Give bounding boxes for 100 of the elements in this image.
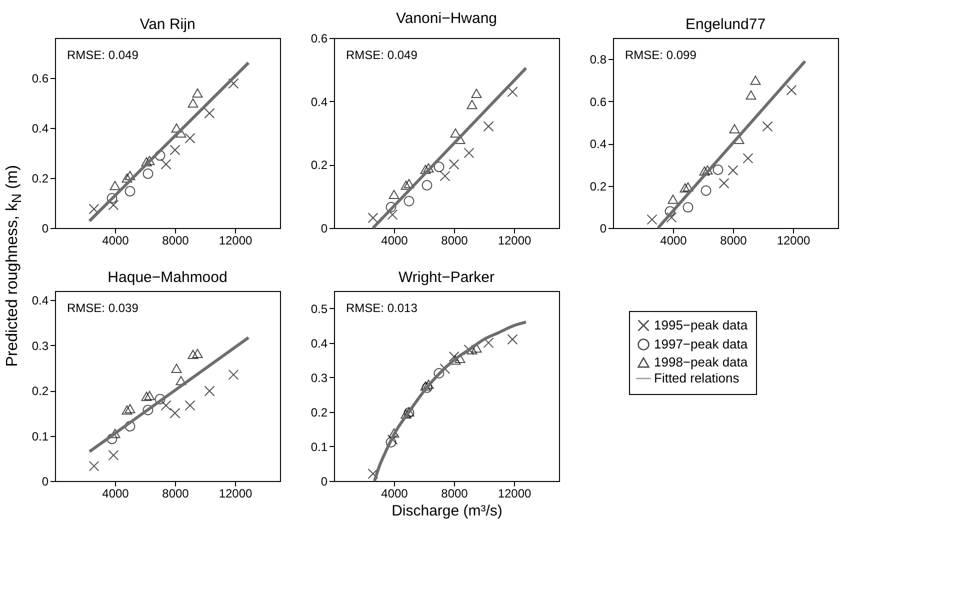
y-tick-label: 0: [321, 474, 328, 488]
point: [368, 468, 378, 479]
x-tick-label: 12000: [498, 234, 532, 248]
x-tick-label: 4000: [660, 234, 688, 248]
point: [507, 86, 518, 98]
point: [171, 364, 182, 373]
chart-title: Haque−Mahmood: [108, 269, 228, 286]
chart-title: Vanoni−Hwang: [396, 10, 498, 27]
chart-title: Van Rijn: [140, 16, 196, 33]
point: [192, 88, 203, 98]
point: [122, 405, 132, 415]
x-tick-label: 4000: [381, 486, 408, 500]
point: [204, 108, 215, 118]
point: [483, 338, 494, 348]
annotation: RMSE: 0.099: [625, 48, 697, 62]
point: [122, 173, 132, 183]
point: [400, 409, 412, 419]
point: [170, 144, 180, 156]
point: [400, 180, 412, 190]
point: [646, 214, 658, 225]
point: [404, 179, 414, 188]
point: [750, 76, 761, 85]
point: [141, 157, 152, 166]
y-tick-label: 0: [42, 474, 49, 488]
point: [387, 209, 398, 220]
point: [184, 400, 196, 411]
point: [668, 194, 678, 204]
point: [471, 88, 482, 98]
point: [228, 369, 239, 380]
point: [154, 394, 166, 404]
y-tick-label: 0: [600, 222, 607, 236]
y-tick-label: 0: [321, 222, 328, 236]
point: [176, 376, 186, 386]
y-tick-label: 0.4: [32, 122, 50, 136]
y-tick-label: 0.3: [32, 338, 50, 353]
point: [450, 128, 461, 138]
y-tick-label: 0: [42, 222, 49, 236]
point: [682, 182, 694, 192]
point: [160, 159, 172, 170]
point: [388, 428, 400, 438]
point: [188, 350, 198, 359]
point: [742, 153, 754, 164]
point: [682, 202, 694, 213]
x-tick-label: 4000: [102, 234, 130, 248]
y-tick-label: 0.2: [32, 172, 50, 186]
y-tick-label: 0.4: [311, 94, 328, 109]
point: [762, 121, 773, 132]
y-tick-label: 0.4: [311, 336, 328, 350]
legend-label: 1995−peak data: [654, 318, 749, 332]
x-tick-label: 8000: [441, 234, 468, 248]
annotation: RMSE: 0.013: [346, 301, 418, 315]
y-tick-label: 0.2: [311, 158, 328, 172]
point: [423, 380, 434, 389]
point: [450, 355, 461, 365]
y-tick-label: 0.4: [590, 137, 608, 152]
point: [124, 404, 136, 414]
y-tick-label: 0.5: [311, 302, 328, 316]
point: [712, 164, 724, 175]
point: [386, 202, 396, 212]
point: [228, 78, 239, 89]
point: [88, 460, 100, 472]
y-tick-label: 0.1: [311, 440, 328, 454]
point: [170, 408, 180, 418]
x-tick-label: 4000: [102, 486, 130, 500]
x-tick-label: 8000: [441, 486, 468, 500]
point: [160, 400, 172, 411]
point: [786, 84, 797, 96]
point: [422, 180, 432, 190]
point: [141, 392, 152, 402]
legend-label: 1998−peak data: [654, 354, 749, 370]
point: [188, 98, 198, 108]
point: [440, 170, 450, 182]
x-tick-label: 4000: [381, 234, 408, 248]
point: [171, 123, 182, 133]
point: [483, 121, 494, 132]
y-tick-label: 0.6: [311, 32, 328, 46]
x-tick-label: 8000: [162, 234, 190, 248]
point: [420, 164, 431, 174]
point: [466, 345, 478, 354]
point: [368, 212, 378, 224]
point: [386, 437, 396, 448]
point: [404, 196, 414, 206]
point: [507, 334, 518, 345]
y-tick-label: 0.2: [590, 179, 608, 194]
line-series: [373, 320, 528, 482]
point: [144, 390, 155, 400]
x-tick-label: 12000: [498, 486, 532, 500]
point: [388, 190, 400, 200]
chart-title: Engelund77: [686, 16, 766, 33]
y-tick-label: 0.4: [32, 294, 50, 308]
point: [110, 180, 120, 190]
point: [464, 148, 474, 158]
point: [154, 150, 166, 161]
x-tick-label: 12000: [219, 234, 253, 248]
point: [110, 428, 120, 438]
point: [204, 386, 215, 396]
point: [124, 186, 136, 196]
point: [680, 183, 690, 192]
point: [142, 404, 154, 416]
x-tick-label: 12000: [219, 486, 253, 500]
